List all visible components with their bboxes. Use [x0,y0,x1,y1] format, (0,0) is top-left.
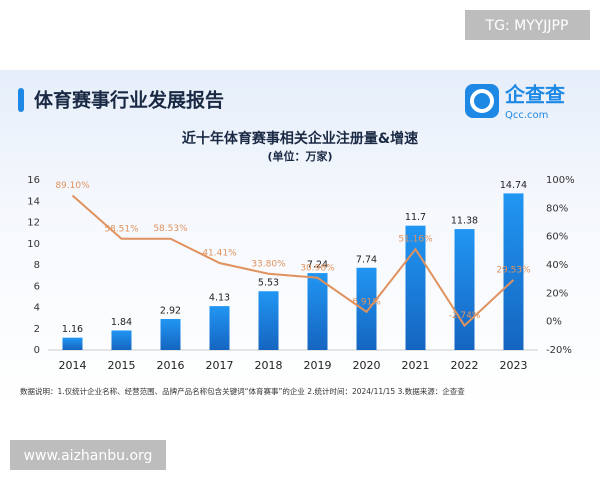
line-value-label: 58.53% [153,224,188,234]
x-tick-label: 2017 [206,359,234,372]
y-tick-label: 14 [27,196,40,207]
x-tick-label: 2019 [304,359,332,372]
bar-value-label: 1.16 [62,324,83,335]
y2-tick-label: -20% [546,345,572,356]
y2-tick-label: 0% [546,317,562,328]
y-tick-label: 6 [34,281,40,292]
y2-tick-label: 20% [546,288,568,299]
bar [503,193,524,350]
bar [62,337,83,350]
bar-value-label: 1.84 [111,317,132,328]
line-value-label: 29.53% [496,265,531,275]
watermark: TG: MYYJJPP [485,18,569,34]
y2-tick-label: 40% [546,260,568,271]
x-tick-label: 2018 [255,359,283,372]
y-tick-label: 10 [27,239,40,250]
bar [356,267,377,350]
bar-value-label: 7.74 [356,254,377,265]
watermark-box [10,440,166,470]
bar-value-label: 4.13 [209,293,230,304]
bar [209,306,230,350]
logo-icon [465,84,499,118]
bar-value-label: 7.24 [307,260,328,271]
card [0,70,600,408]
chart-title: 近十年体育赛事相关企业注册量&增速 [182,130,418,147]
line-value-label: 33.80% [251,259,286,269]
bar-value-label: 11.38 [451,216,478,227]
logo-icon [470,89,494,113]
title-bar [18,88,24,112]
y2-tick-label: 100% [546,175,575,186]
y-tick-label: 0 [34,345,40,356]
line-value-label: 51.16% [398,235,433,245]
growth-line [71,194,515,328]
y-tick-label: 12 [27,218,40,229]
x-tick-label: 2014 [59,359,87,372]
bar [111,330,132,350]
bar [160,318,181,350]
x-tick-label: 2020 [353,359,381,372]
line-value-label: -2.74% [449,311,481,321]
y2-tick-label: 80% [546,203,568,214]
watermark-box [465,10,590,40]
bar-value-label: 11.7 [405,212,426,223]
y-tick-label: 16 [27,175,40,186]
bar-value-label: 14.74 [500,180,527,191]
header-title: 体育赛事行业发展报告 [34,89,224,112]
line-value-label: 89.10% [55,181,90,191]
chart-subtitle: (单位：万家) [267,149,332,163]
watermark: www.aizhanbu.org [24,448,153,464]
y-tick-label: 2 [34,324,40,335]
bar-value-label: 5.53 [258,278,279,289]
x-tick-label: 2015 [108,359,136,372]
x-tick-label: 2021 [402,359,430,372]
line-value-label: 6.91% [352,297,381,307]
bar-value-label: 2.92 [160,305,181,316]
y-tick-label: 8 [34,260,40,271]
bar [307,273,328,350]
bar [258,291,279,350]
x-tick-label: 2023 [500,359,528,372]
x-tick-label: 2022 [451,359,479,372]
logo-domain: Qcc.com [505,110,548,121]
y2-tick-label: 60% [546,232,568,243]
line-value-label: 58.51% [104,224,139,234]
y-tick-label: 4 [34,303,40,314]
bar [454,229,475,350]
logo-name: 企查查 [504,83,565,107]
line-value-label: 30.98% [300,263,335,273]
x-tick-label: 2016 [157,359,185,372]
footnote: 数据说明：1.仅统计企业名称、经营范围、品牌产品名称包含关键词“体育赛事”的企业… [20,386,465,396]
line-value-label: 41.41% [202,249,237,259]
